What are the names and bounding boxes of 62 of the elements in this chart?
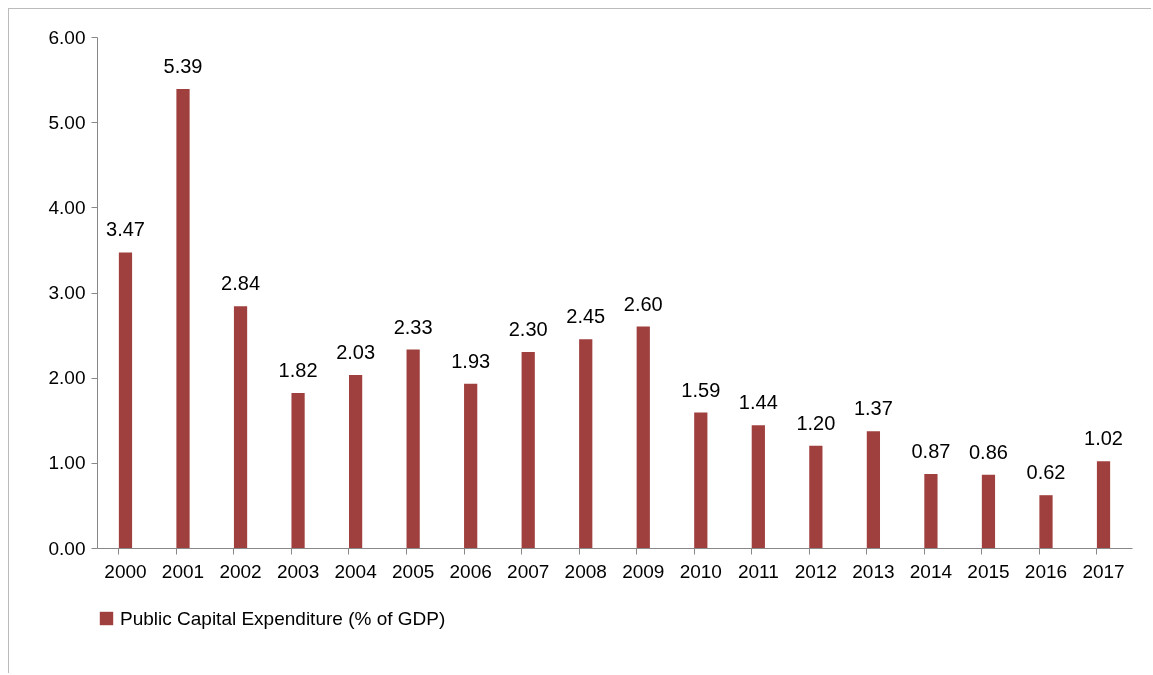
bar: [118, 252, 133, 548]
bar: [751, 425, 765, 548]
bar: [636, 326, 650, 548]
x-tick-label: 2015: [967, 560, 1010, 582]
x-tick-label: 2000: [104, 560, 147, 582]
data-label: 1.37: [853, 397, 893, 420]
bar: [809, 445, 823, 548]
data-label: 1.93: [451, 349, 491, 372]
bar: [291, 393, 305, 548]
data-label: 1.82: [278, 359, 318, 381]
data-label: 5.39: [163, 54, 203, 77]
bar: [464, 383, 478, 548]
bar: [694, 412, 708, 548]
y-tick-label: 1.00: [48, 452, 86, 474]
data-label: 1.02: [1084, 427, 1123, 450]
x-tick-label: 2009: [622, 560, 665, 582]
data-label: 1.59: [681, 378, 721, 401]
bar: [176, 88, 190, 548]
x-tick-label: 2005: [392, 560, 435, 582]
y-tick-label: 6.00: [48, 26, 86, 48]
data-label: 0.62: [1026, 461, 1066, 484]
x-tick-label: 2007: [507, 560, 550, 582]
bar: [1039, 495, 1053, 548]
x-tick-label: 2010: [679, 560, 722, 582]
x-tick-label: 2014: [909, 560, 953, 582]
data-label: 2.30: [508, 318, 548, 341]
data-label: 1.20: [796, 411, 836, 434]
x-tick-label: 2002: [219, 560, 262, 582]
y-tick-label: 3.00: [48, 282, 86, 303]
x-tick-label: 2016: [1024, 560, 1068, 582]
x-tick-label: 2017: [1082, 560, 1125, 582]
x-tick-label: 2012: [794, 560, 837, 582]
data-label: 2.60: [623, 292, 663, 315]
x-tick-label: 2003: [276, 560, 320, 582]
bar: [348, 375, 363, 548]
bar: [521, 352, 535, 548]
x-tick-label: 2006: [449, 560, 492, 582]
data-label: 2.84: [221, 272, 261, 295]
legend-label: Public Capital Expenditure (% of GDP): [120, 607, 446, 629]
data-label: 0.87: [911, 439, 951, 462]
bar: [233, 306, 248, 548]
bar: [579, 339, 593, 548]
x-tick-label: 2004: [334, 560, 378, 582]
x-tick-label: 2013: [852, 560, 895, 582]
y-tick-label: 4.00: [48, 196, 86, 218]
y-tick-label: 2.00: [48, 367, 86, 389]
data-label: 0.86: [968, 440, 1008, 463]
data-label: 2.45: [566, 305, 606, 328]
x-tick-label: 2011: [737, 560, 779, 582]
bar: [406, 349, 420, 548]
data-label: 2.03: [336, 341, 376, 364]
bar: [924, 473, 938, 548]
data-label: 3.47: [106, 218, 145, 241]
data-label: 2.33: [393, 315, 433, 338]
data-label: 1.44: [738, 391, 778, 414]
bar: [866, 431, 881, 548]
x-tick-label: 2008: [564, 560, 607, 582]
x-tick-label: 2001: [161, 560, 205, 582]
y-tick-label: 0.00: [48, 537, 86, 559]
bar: [1096, 461, 1111, 548]
y-tick-label: 5.00: [48, 111, 86, 133]
bar: [981, 474, 996, 548]
